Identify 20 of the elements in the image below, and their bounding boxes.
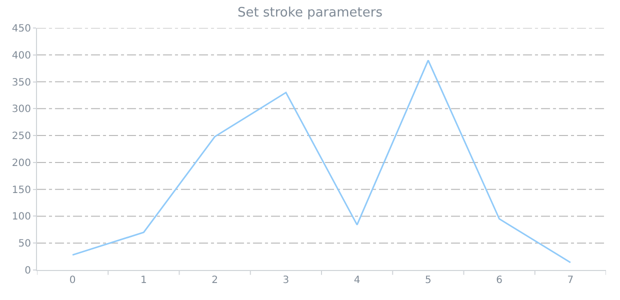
y-tick-label: 300 (12, 104, 31, 116)
x-tick-label: 6 (496, 275, 502, 286)
y-tick-label: 400 (12, 50, 31, 62)
x-tick-label: 7 (567, 275, 574, 286)
x-tick-label: 1 (140, 275, 147, 286)
x-tick-label: 5 (425, 275, 432, 286)
x-tick-label: 3 (282, 275, 290, 286)
y-tick-label: 200 (12, 158, 31, 169)
y-tick-label: 100 (12, 212, 31, 223)
x-tick-label: 0 (69, 275, 76, 286)
y-tick-label: 450 (12, 24, 31, 34)
y-tick-label: 0 (24, 266, 31, 276)
x-tick-label: 4 (354, 275, 360, 286)
y-tick-label: 50 (18, 238, 31, 250)
x-tick-label: 2 (212, 275, 218, 286)
y-tick-label: 350 (12, 77, 31, 88)
y-tick-label: 250 (12, 131, 31, 142)
chart-title: Set stroke parameters (238, 6, 383, 21)
y-tick-label: 150 (12, 184, 31, 196)
line-series (72, 60, 572, 264)
